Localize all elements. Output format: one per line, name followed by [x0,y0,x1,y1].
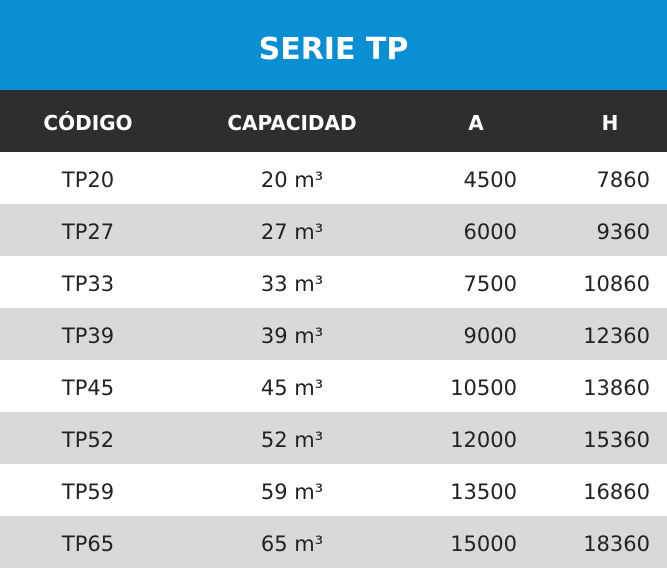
table-cell: TP20 [61,168,115,192]
column-header: CÓDIGO [43,111,133,135]
table-row: TP39 39 m³ 9000 12360 [0,308,667,360]
table-cell: 9360 [596,220,650,244]
table-cell: 27 m³ [260,220,324,244]
table-cell: 13860 [583,376,650,400]
table-cell: 7500 [463,272,517,296]
table-cell: 15000 [450,532,517,556]
table-cell: 10860 [583,272,650,296]
table-cell: 52 m³ [260,428,324,452]
table-cell: 12000 [450,428,517,452]
table-cell: 45 m³ [260,376,324,400]
table-cell: 9000 [463,324,517,348]
table-cell: 6000 [463,220,517,244]
table-cell: 39 m³ [260,324,324,348]
table-cell: 10500 [450,376,517,400]
table-cell: 13500 [450,480,517,504]
table-cell: TP45 [61,376,115,400]
table-row: TP33 33 m³ 7500 10860 [0,256,667,308]
table-cell: 16860 [583,480,650,504]
table-cell: TP52 [61,428,115,452]
table-cell: 4500 [463,168,517,192]
table-cell: 12360 [583,324,650,348]
table-cell: 20 m³ [260,168,324,192]
table-cell: TP65 [61,532,115,556]
table-cell: TP33 [61,272,115,296]
column-header: A [468,111,484,135]
table-cell: TP39 [61,324,115,348]
header-row: CÓDIGO CAPACIDAD A H [0,90,667,152]
table-row: TP59 59 m³ 13500 16860 [0,464,667,516]
column-header: CAPACIDAD [227,111,357,135]
table-cell: 65 m³ [260,532,324,556]
column-header: H [601,111,619,135]
table-cell: 33 m³ [260,272,324,296]
table-cell: 18360 [583,532,650,556]
table-cell: 15360 [583,428,650,452]
table-cell: 7860 [596,168,650,192]
table-row: TP27 27 m³ 6000 9360 [0,204,667,256]
table-title: SERIE TP [258,32,409,67]
table-row: TP45 45 m³ 10500 13860 [0,360,667,412]
table-cell: TP59 [61,480,115,504]
table-row: TP20 20 m³ 4500 7860 [0,152,667,204]
table-row: TP52 52 m³ 12000 15360 [0,412,667,464]
table-cell: TP27 [61,220,115,244]
table-cell: 59 m³ [260,480,324,504]
table-row: TP65 65 m³ 15000 18360 [0,516,667,568]
title-bar [0,0,667,90]
